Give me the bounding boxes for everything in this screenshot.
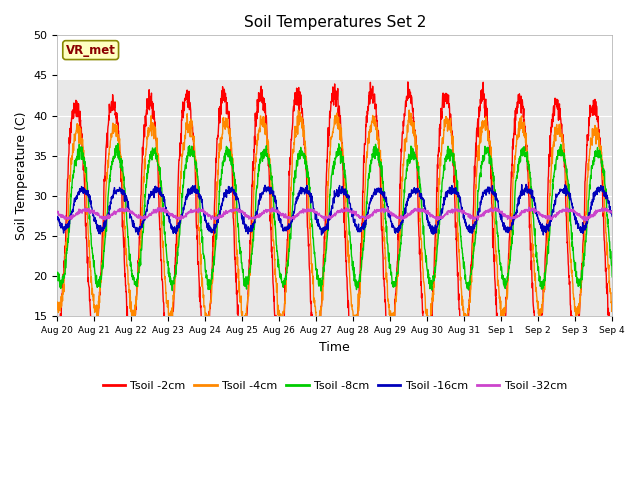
- Line: Tsoil -32cm: Tsoil -32cm: [58, 207, 612, 221]
- Tsoil -8cm: [317, 288, 325, 294]
- Tsoil -32cm: [54, 209, 61, 215]
- Y-axis label: Soil Temperature (C): Soil Temperature (C): [15, 112, 28, 240]
- Tsoil -8cm: [351, 281, 359, 287]
- Tsoil -8cm: [609, 274, 616, 280]
- Title: Soil Temperatures Set 2: Soil Temperatures Set 2: [244, 15, 426, 30]
- Tsoil -8cm: [54, 271, 61, 276]
- Tsoil -4cm: [364, 149, 371, 155]
- Tsoil -4cm: [352, 327, 360, 333]
- Line: Tsoil -2cm: Tsoil -2cm: [58, 82, 612, 366]
- Line: Tsoil -16cm: Tsoil -16cm: [58, 184, 612, 235]
- Tsoil -2cm: [54, 340, 61, 346]
- Tsoil -32cm: [351, 213, 358, 218]
- Tsoil -4cm: [405, 107, 413, 113]
- Tsoil -4cm: [609, 302, 616, 308]
- Tsoil -8cm: [560, 154, 568, 160]
- Tsoil -2cm: [404, 79, 412, 85]
- Tsoil -16cm: [317, 232, 325, 238]
- Tsoil -32cm: [363, 215, 371, 221]
- Text: VR_met: VR_met: [66, 44, 116, 57]
- Tsoil -32cm: [575, 213, 582, 219]
- Bar: [58, 80, 612, 316]
- Tsoil -32cm: [581, 218, 589, 224]
- Tsoil -2cm: [575, 309, 583, 315]
- Tsoil -32cm: [525, 204, 533, 210]
- Tsoil -32cm: [609, 209, 616, 215]
- Tsoil -16cm: [496, 212, 504, 218]
- Tsoil -16cm: [609, 214, 616, 219]
- Tsoil -32cm: [559, 208, 567, 214]
- Tsoil -16cm: [351, 223, 359, 228]
- Tsoil -16cm: [560, 187, 568, 192]
- Tsoil -2cm: [363, 119, 371, 125]
- Tsoil -8cm: [114, 141, 122, 146]
- Tsoil -16cm: [208, 229, 216, 235]
- Tsoil -8cm: [497, 261, 504, 267]
- Tsoil -32cm: [208, 213, 216, 219]
- Tsoil -16cm: [364, 212, 371, 218]
- Tsoil -8cm: [364, 192, 371, 198]
- Tsoil -4cm: [560, 141, 568, 146]
- Tsoil -16cm: [522, 181, 530, 187]
- Tsoil -16cm: [575, 226, 583, 231]
- Tsoil -4cm: [208, 276, 216, 281]
- Tsoil -4cm: [575, 301, 583, 307]
- Tsoil -4cm: [351, 312, 358, 318]
- Tsoil -16cm: [54, 214, 61, 220]
- Tsoil -4cm: [497, 306, 504, 312]
- Line: Tsoil -8cm: Tsoil -8cm: [58, 144, 612, 291]
- Tsoil -8cm: [575, 276, 583, 282]
- Tsoil -2cm: [460, 363, 467, 369]
- Tsoil -2cm: [208, 265, 216, 271]
- Tsoil -2cm: [497, 348, 504, 354]
- Legend: Tsoil -2cm, Tsoil -4cm, Tsoil -8cm, Tsoil -16cm, Tsoil -32cm: Tsoil -2cm, Tsoil -4cm, Tsoil -8cm, Tsoi…: [98, 376, 572, 395]
- Tsoil -2cm: [351, 347, 358, 353]
- Tsoil -4cm: [54, 307, 61, 312]
- Tsoil -2cm: [560, 156, 568, 161]
- Tsoil -2cm: [609, 332, 616, 337]
- Line: Tsoil -4cm: Tsoil -4cm: [58, 110, 612, 330]
- Tsoil -8cm: [209, 266, 216, 272]
- X-axis label: Time: Time: [319, 341, 350, 354]
- Tsoil -32cm: [496, 210, 504, 216]
